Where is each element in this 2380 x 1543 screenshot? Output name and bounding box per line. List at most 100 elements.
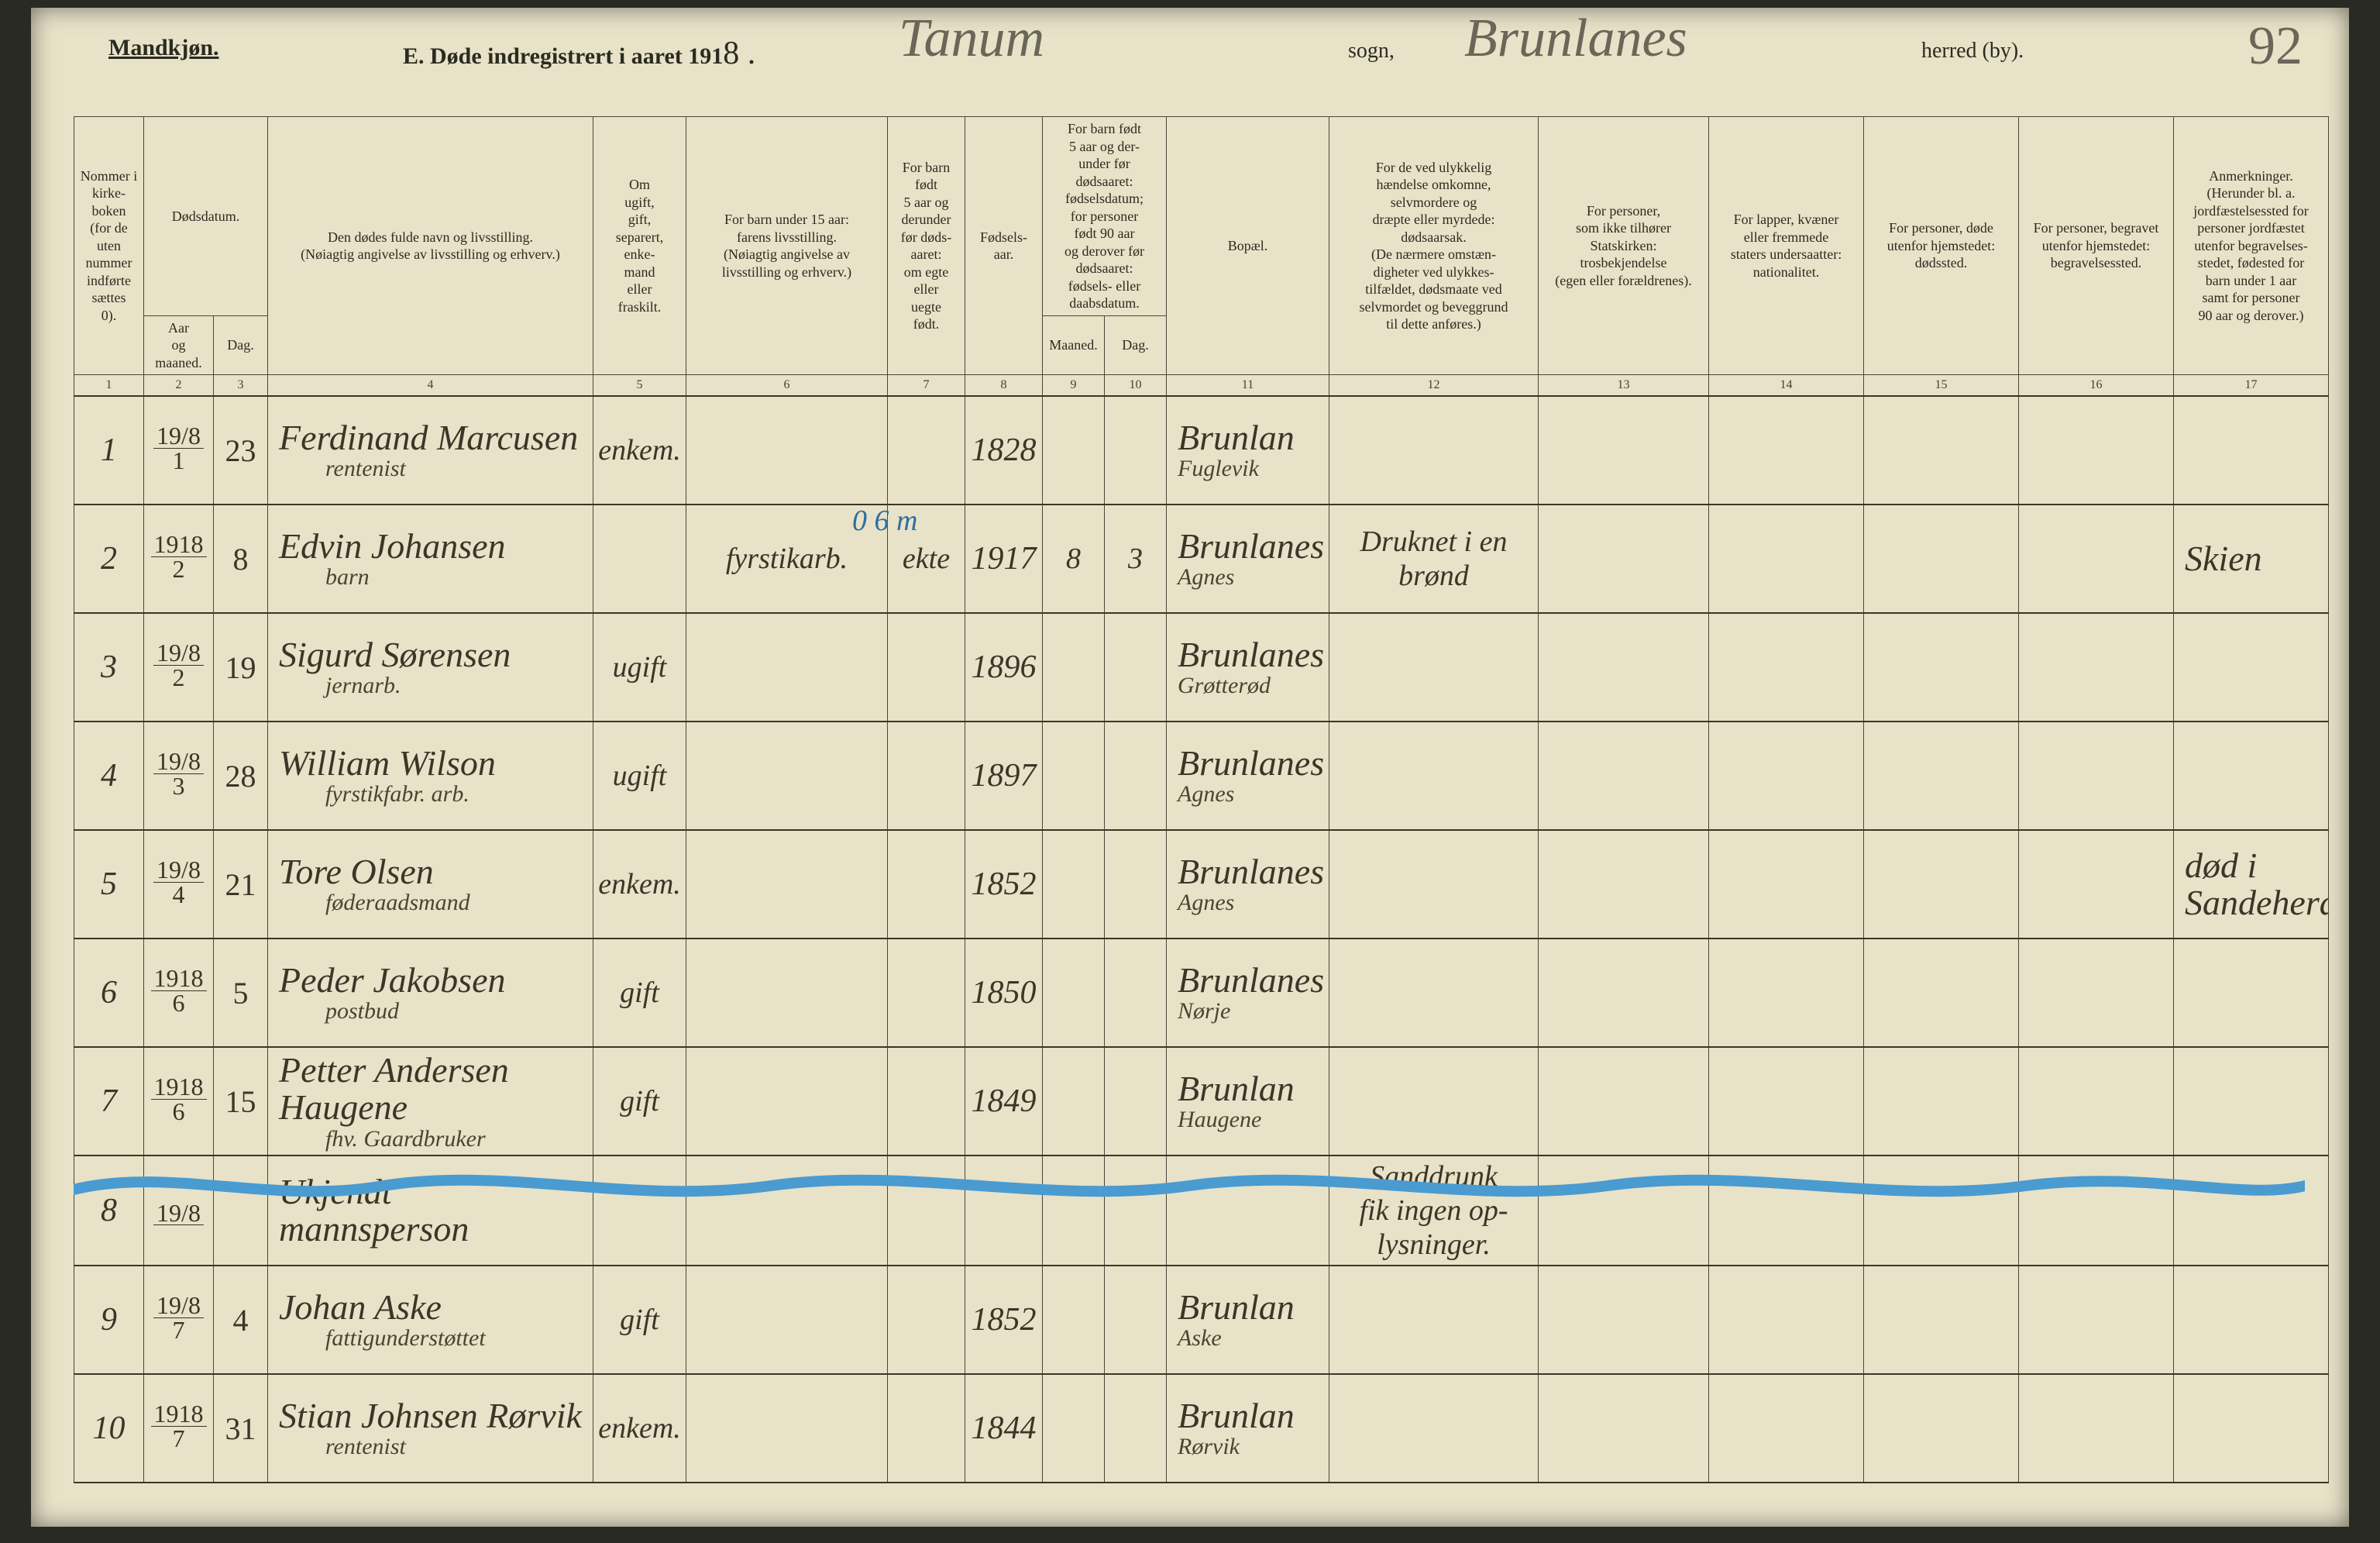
row-father bbox=[686, 396, 888, 505]
row-faith bbox=[1539, 939, 1709, 1047]
row-birthday bbox=[1105, 939, 1167, 1047]
colnum-cell: 15 bbox=[1864, 375, 2019, 397]
row-bsted bbox=[2019, 1047, 2174, 1156]
row-birthmonth: 8 bbox=[1043, 505, 1105, 613]
row-cause bbox=[1329, 396, 1539, 505]
col-dsted: For personer, dødeutenfor hjemstedet:død… bbox=[1864, 117, 2019, 375]
row-status: ugift bbox=[593, 722, 686, 830]
row-yearmonth: 19/87 bbox=[144, 1266, 214, 1374]
colnum-cell: 13 bbox=[1539, 375, 1709, 397]
row-cause bbox=[1329, 830, 1539, 939]
row-birthyear: 1896 bbox=[965, 613, 1043, 722]
row-bopel: BrunlanFuglevik bbox=[1167, 396, 1329, 505]
row-name: Johan Askefattigunderstøttet bbox=[268, 1266, 593, 1374]
row-bopel: BrunlanesAgnes bbox=[1167, 722, 1329, 830]
row-legit bbox=[888, 939, 965, 1047]
row-cause bbox=[1329, 1047, 1539, 1156]
herred-label: herred (by). bbox=[1921, 39, 2024, 64]
page-number: 92 bbox=[2248, 15, 2303, 77]
table-row: 819/8Ukjendt mannspersonSanddrunkfik ing… bbox=[74, 1156, 2329, 1266]
col-cause: For de ved ulykkelighændelse omkomne,sel… bbox=[1329, 117, 1539, 375]
row-bopel: BrunlanRørvik bbox=[1167, 1374, 1329, 1483]
col-anm: Anmerkninger.(Herunder bl. a.jordfæstels… bbox=[2174, 117, 2329, 375]
col-bsted: For personer, begravetutenfor hjemstedet… bbox=[2019, 117, 2174, 375]
col-legit: For barnfødt5 aar ogderunderfør døds-aar… bbox=[888, 117, 965, 375]
row-cause bbox=[1329, 1266, 1539, 1374]
row-num: 5 bbox=[74, 830, 144, 939]
row-bopel: BrunlanesAgnes bbox=[1167, 505, 1329, 613]
col-birthyear: Fødsels-aar. bbox=[965, 117, 1043, 375]
blue-margin-note: 0 6 m bbox=[852, 504, 917, 538]
row-birthyear: 1852 bbox=[965, 830, 1043, 939]
row-birthday bbox=[1105, 396, 1167, 505]
row-legit bbox=[888, 1156, 965, 1266]
row-birthmonth bbox=[1043, 939, 1105, 1047]
row-num: 2 bbox=[74, 505, 144, 613]
row-faith bbox=[1539, 722, 1709, 830]
row-status: enkem. bbox=[593, 396, 686, 505]
row-legit bbox=[888, 1266, 965, 1374]
row-cause: Druknet i en brønd bbox=[1329, 505, 1539, 613]
table-row: 519/8421Tore Olsenføderaadsmandenkem.185… bbox=[74, 830, 2329, 939]
row-faith bbox=[1539, 830, 1709, 939]
table-row: 319/8219Sigurd Sørensenjernarb.ugift1896… bbox=[74, 613, 2329, 722]
row-father bbox=[686, 722, 888, 830]
row-bopel: BrunlanesGrøtterød bbox=[1167, 613, 1329, 722]
row-yearmonth: 19/82 bbox=[144, 613, 214, 722]
colnum-cell: 11 bbox=[1167, 375, 1329, 397]
row-cause bbox=[1329, 1374, 1539, 1483]
row-bsted bbox=[2019, 939, 2174, 1047]
row-anm: død i Sandeherad bbox=[2174, 830, 2329, 939]
row-anm bbox=[2174, 1266, 2329, 1374]
row-birthmonth bbox=[1043, 396, 1105, 505]
col-bm: Maaned. bbox=[1043, 315, 1105, 375]
row-nat bbox=[1709, 830, 1864, 939]
row-bsted bbox=[2019, 1156, 2174, 1266]
row-day: 19 bbox=[214, 613, 268, 722]
row-faith bbox=[1539, 613, 1709, 722]
register-table: Nommer i kirke-boken(for deutennummerind… bbox=[74, 116, 2329, 1483]
header: Mandkjøn. E. Døde indregistrert i aaret … bbox=[31, 8, 2349, 116]
row-anm bbox=[2174, 1156, 2329, 1266]
row-num: 7 bbox=[74, 1047, 144, 1156]
colnum-cell: 5 bbox=[593, 375, 686, 397]
row-father bbox=[686, 1266, 888, 1374]
row-day: 31 bbox=[214, 1374, 268, 1483]
gender-heading: Mandkjøn. bbox=[108, 35, 219, 61]
row-father bbox=[686, 939, 888, 1047]
row-birthyear bbox=[965, 1156, 1043, 1266]
col-dod: Dødsdatum. bbox=[144, 117, 268, 316]
col-bd: Dag. bbox=[1105, 315, 1167, 375]
row-yearmonth: 19182 bbox=[144, 505, 214, 613]
col-status: Omugift,gift,separert,enke-mandellerfras… bbox=[593, 117, 686, 375]
row-cause bbox=[1329, 939, 1539, 1047]
col-faith: For personer,som ikke tilhørerStatskirke… bbox=[1539, 117, 1709, 375]
row-nat bbox=[1709, 1266, 1864, 1374]
row-faith bbox=[1539, 396, 1709, 505]
row-day: 5 bbox=[214, 939, 268, 1047]
colnum-cell: 1 bbox=[74, 375, 144, 397]
sogn-script: Tanum bbox=[899, 8, 1044, 70]
register-page: Mandkjøn. E. Døde indregistrert i aaret … bbox=[31, 8, 2349, 1527]
colnum-cell: 14 bbox=[1709, 375, 1864, 397]
row-faith bbox=[1539, 1266, 1709, 1374]
head-row-1: Nommer i kirke-boken(for deutennummerind… bbox=[74, 117, 2329, 316]
colnum-cell: 6 bbox=[686, 375, 888, 397]
colnum-cell: 4 bbox=[268, 375, 593, 397]
row-dsted bbox=[1864, 830, 2019, 939]
row-bsted bbox=[2019, 1266, 2174, 1374]
herred-script: Brunlanes bbox=[1464, 8, 1687, 70]
row-birthmonth bbox=[1043, 1374, 1105, 1483]
row-faith bbox=[1539, 1047, 1709, 1156]
row-num: 9 bbox=[74, 1266, 144, 1374]
row-legit bbox=[888, 722, 965, 830]
col-day: Dag. bbox=[214, 315, 268, 375]
row-dsted bbox=[1864, 1266, 2019, 1374]
row-bsted bbox=[2019, 1374, 2174, 1483]
row-birthmonth bbox=[1043, 1047, 1105, 1156]
row-bsted bbox=[2019, 396, 2174, 505]
row-father bbox=[686, 1047, 888, 1156]
row-status: gift bbox=[593, 1266, 686, 1374]
col-nat: For lapper, kvænereller fremmedestaters … bbox=[1709, 117, 1864, 375]
row-name: Ferdinand Marcusenrentenist bbox=[268, 396, 593, 505]
